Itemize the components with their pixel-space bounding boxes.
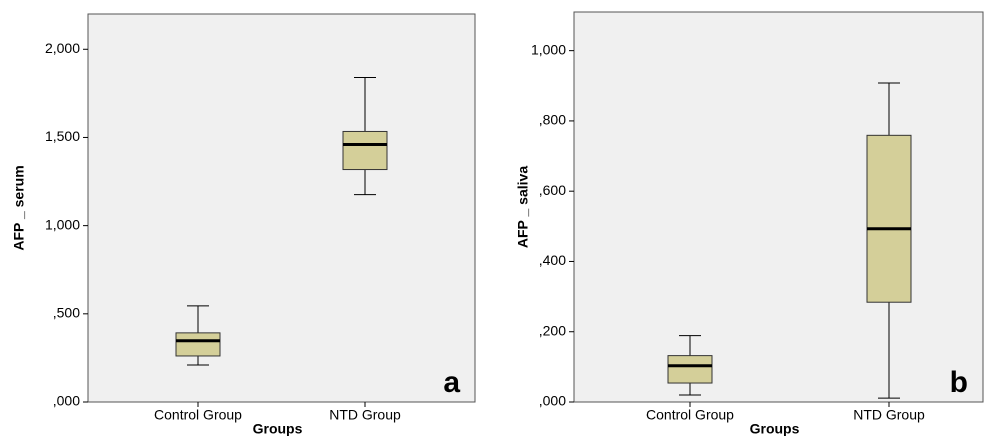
- x-axis-title: Groups: [750, 421, 800, 436]
- y-tick-label: 1,000: [531, 41, 566, 57]
- y-tick-label: 2,000: [45, 40, 80, 56]
- panel-letter: a: [443, 366, 460, 399]
- box: [175, 332, 221, 357]
- plot-area: [573, 11, 984, 403]
- y-tick-label: ,200: [539, 322, 566, 338]
- box: [667, 355, 713, 384]
- plot-area: [87, 13, 476, 403]
- x-tick-label: Control Group: [154, 407, 242, 423]
- x-tick-label: NTD Group: [329, 407, 401, 423]
- y-tick-label: ,500: [53, 305, 80, 321]
- y-tick-label: ,400: [539, 252, 566, 268]
- panel-letter: b: [950, 366, 968, 399]
- y-tick-label: 1,500: [45, 128, 80, 144]
- box: [342, 130, 388, 171]
- box: [866, 134, 912, 303]
- x-tick-label: NTD Group: [853, 407, 925, 423]
- y-axis-title: AFP _ saliva: [515, 166, 531, 248]
- y-axis-title: AFP _ serum: [11, 165, 27, 250]
- y-tick-label: ,000: [539, 393, 566, 409]
- y-tick-label: ,800: [539, 112, 566, 128]
- x-axis-title: Groups: [253, 421, 303, 436]
- y-tick-label: ,000: [53, 393, 80, 409]
- y-tick-label: 1,000: [45, 216, 80, 232]
- x-tick-label: Control Group: [646, 407, 734, 423]
- y-tick-label: ,600: [539, 182, 566, 198]
